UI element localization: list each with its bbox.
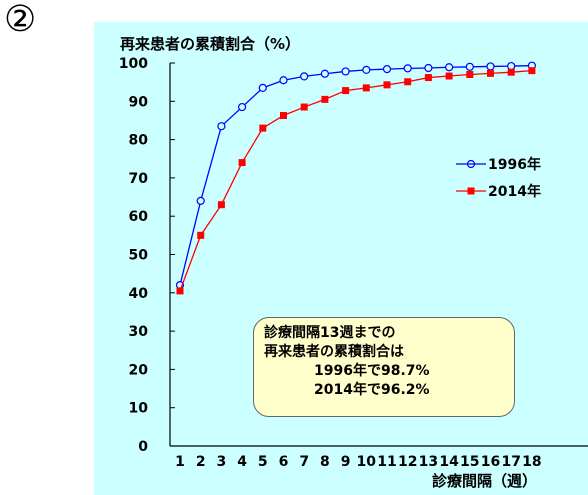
x-tick-label: 14: [439, 454, 459, 470]
chart-series: [175, 61, 537, 295]
legend-label-2014: 2014年: [488, 183, 541, 200]
data-point: [320, 69, 329, 78]
x-tick-label: 15: [460, 454, 479, 470]
data-point: [507, 61, 516, 71]
x-tick-label: 5: [258, 454, 268, 470]
y-tick-label: 30: [129, 324, 149, 340]
data-point: [424, 63, 433, 73]
data-point: [445, 63, 454, 72]
x-axis-ticks: 1 2 3 4 5 6 7 8 9 10 11 12 13 14 15 16 17 18: [175, 454, 542, 470]
y-tick-label: 10: [129, 401, 149, 417]
data-point: [424, 74, 432, 82]
data-point: [383, 81, 391, 89]
y-tick-label: 0: [138, 439, 148, 455]
y-tick-label: 70: [129, 171, 149, 187]
data-point: [487, 69, 494, 77]
legend-entry-1996: 1996年: [456, 150, 541, 177]
data-point: [341, 67, 350, 76]
data-point: [342, 87, 350, 95]
data-point: [507, 68, 515, 76]
x-tick-label: 10: [357, 454, 377, 470]
y-tick-label: 80: [129, 133, 149, 149]
x-tick-label: 18: [522, 454, 541, 470]
x-tick-label: 1: [175, 454, 185, 470]
x-tick-label: 9: [341, 454, 351, 470]
x-tick-label: 17: [501, 454, 520, 470]
data-point: [321, 95, 329, 103]
data-point: [466, 70, 474, 78]
data-point: [465, 62, 474, 71]
y-axis-ticks: 0 10 20 30 40 50 60 70 80 90 100: [119, 56, 175, 455]
data-point: [404, 78, 412, 86]
legend-label-1996: 1996年: [488, 156, 541, 173]
y-tick-label: 90: [129, 94, 149, 110]
x-tick-label: 4: [237, 454, 247, 470]
data-point: [217, 201, 225, 209]
data-point: [280, 111, 287, 119]
x-tick-label: 16: [481, 454, 500, 470]
data-point: [403, 64, 412, 73]
data-point: [528, 67, 536, 75]
y-tick-label: 100: [119, 56, 148, 72]
data-point: [486, 62, 495, 71]
summary-callout: 診療間隔13週までの 再来患者の累積割合は 1996年で98.7% 2014年で…: [253, 317, 515, 417]
x-tick-label: 8: [320, 454, 330, 470]
x-tick-label: 3: [217, 454, 227, 470]
x-tick-label: 13: [419, 454, 438, 470]
callout-line-2: 再来患者の累積割合は: [264, 344, 404, 360]
x-tick-label: 12: [398, 454, 417, 470]
data-point: [300, 103, 308, 111]
data-point: [238, 159, 246, 167]
y-tick-label: 50: [129, 248, 149, 264]
data-point: [362, 84, 370, 92]
x-tick-label: 7: [299, 454, 309, 470]
x-tick-label: 11: [377, 454, 396, 470]
data-point: [196, 196, 205, 205]
callout-line-1: 診療間隔13週までの: [264, 325, 396, 341]
y-axis-title: 再来患者の累積割合（%）: [120, 35, 301, 53]
data-point: [362, 65, 371, 74]
y-tick-label: 40: [129, 286, 149, 302]
y-tick-label: 20: [129, 362, 149, 378]
data-point: [176, 287, 184, 295]
data-point: [258, 83, 267, 92]
data-point: [445, 72, 453, 80]
data-point: [217, 122, 226, 131]
legend-entry-2014: 2014年: [456, 177, 541, 204]
data-point: [259, 124, 267, 132]
chart-legend: 1996年 2014年: [456, 150, 541, 204]
legend-marker-2014-icon: [456, 187, 486, 194]
data-point: [382, 65, 392, 74]
data-point: [300, 72, 309, 81]
callout-line-4: 2014年で96.2%: [314, 382, 430, 398]
callout-line-3: 1996年で98.7%: [314, 363, 430, 379]
data-point: [238, 102, 247, 112]
legend-marker-1996-icon: [456, 159, 486, 168]
y-tick-label: 60: [129, 209, 149, 225]
figure-number-label: ②: [4, 0, 37, 40]
data-point: [279, 76, 288, 85]
data-point: [197, 231, 205, 239]
x-tick-label: 6: [279, 454, 289, 470]
x-axis-title: 診療間隔（週）: [432, 472, 538, 490]
x-tick-label: 2: [196, 454, 206, 470]
